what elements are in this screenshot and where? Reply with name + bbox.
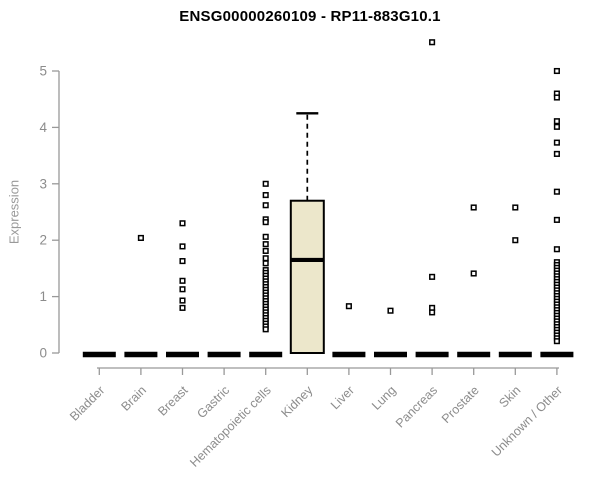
outlier-point <box>553 118 560 125</box>
x-category-label: Brain <box>118 383 149 414</box>
collapsed-boxplot <box>457 351 491 358</box>
y-tick-label: 1 <box>39 289 47 304</box>
outlier-point <box>470 204 477 211</box>
x-category-label: Kidney <box>278 383 315 420</box>
outlier-point <box>553 338 560 345</box>
outlier-point <box>179 220 186 227</box>
y-tick-label: 4 <box>39 120 47 135</box>
outlier-point <box>429 39 436 46</box>
x-category-label: Unknown / Other <box>489 383 565 459</box>
y-axis-label: Expression <box>6 179 22 245</box>
collapsed-boxplot <box>124 351 158 358</box>
chart-title: ENSG00000260109 - RP11-883G10.1 <box>179 8 441 25</box>
collapsed-boxplot <box>498 351 532 358</box>
collapsed-boxplot <box>249 351 283 358</box>
outlier-point <box>179 297 186 304</box>
y-tick-label: 0 <box>39 346 47 361</box>
outlier-point <box>137 234 144 241</box>
outlier-point <box>553 246 560 253</box>
outlier-point <box>179 286 186 293</box>
y-tick-label: 3 <box>39 176 47 191</box>
outlier-point <box>179 258 186 265</box>
outlier-point <box>553 123 560 130</box>
outlier-point <box>262 241 269 248</box>
collapsed-boxplot <box>207 351 241 358</box>
outlier-point <box>512 204 519 211</box>
collapsed-boxplot <box>82 351 116 358</box>
x-category-label: Liver <box>328 383 357 412</box>
x-category-label: Lung <box>369 383 399 413</box>
outlier-point <box>179 243 186 250</box>
outlier-point <box>262 192 269 199</box>
collapsed-boxplot <box>166 351 199 358</box>
outlier-point <box>429 273 436 280</box>
outlier-point <box>262 260 269 267</box>
outlier-point <box>262 202 269 209</box>
x-category-label: Hematopoietic cells <box>187 383 274 470</box>
outlier-point <box>553 150 560 157</box>
collapsed-boxplot <box>540 351 574 358</box>
outlier-point <box>429 309 436 316</box>
outlier-point <box>262 326 269 333</box>
y-tick-label: 5 <box>39 64 47 79</box>
outlier-point <box>512 237 519 244</box>
outlier-point <box>262 219 269 226</box>
x-category-label: Breast <box>155 383 191 419</box>
x-category-label: Skin <box>496 383 523 410</box>
outlier-point <box>262 247 269 254</box>
x-category-label: Pancreas <box>393 383 440 430</box>
outlier-point <box>470 270 477 277</box>
outlier-point <box>262 255 269 262</box>
outlier-point <box>179 304 186 311</box>
outlier-point <box>387 307 394 314</box>
collapsed-boxplot <box>374 351 407 358</box>
outlier-point <box>553 94 560 101</box>
outlier-point <box>553 139 560 146</box>
x-category-label: Prostate <box>439 383 482 426</box>
collapsed-boxplot <box>332 351 366 358</box>
box <box>289 199 325 354</box>
outlier-point <box>553 67 560 75</box>
outlier-point <box>553 216 560 223</box>
outlier-point <box>553 188 560 195</box>
y-tick-label: 2 <box>39 233 47 248</box>
outlier-point <box>262 180 269 187</box>
outlier-point <box>179 277 186 284</box>
collapsed-boxplot <box>415 351 449 358</box>
outlier-point <box>262 233 269 240</box>
outlier-point <box>345 303 352 310</box>
x-category-label: Gastric <box>194 383 232 421</box>
x-category-label: Bladder <box>67 383 107 423</box>
